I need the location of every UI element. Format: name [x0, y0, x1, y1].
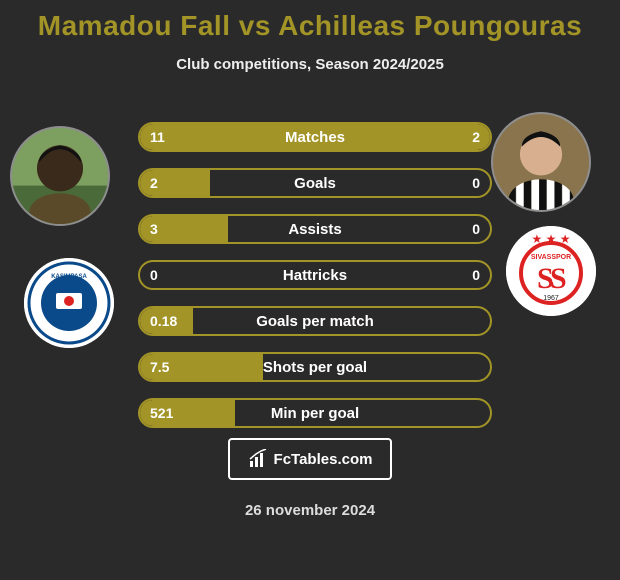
brand-badge: FcTables.com	[228, 438, 392, 480]
stat-row: 7.5Shots per goal	[138, 352, 492, 382]
stat-label: Assists	[200, 221, 430, 238]
stat-row: 521Min per goal	[138, 398, 492, 428]
club-right-year: 1967	[543, 295, 559, 302]
stat-value-left: 0	[140, 267, 200, 283]
stat-value-left: 7.5	[140, 359, 200, 375]
stat-label: Matches	[200, 129, 430, 146]
stat-value-right: 2	[430, 129, 490, 145]
club-left-name: KASIMPAŞA	[51, 274, 87, 280]
svg-text:S: S	[550, 262, 567, 295]
stat-value-right: 0	[430, 221, 490, 237]
player-left-avatar	[10, 126, 110, 226]
stat-label: Goals per match	[200, 313, 430, 330]
svg-text:★ ★ ★: ★ ★ ★	[532, 232, 571, 246]
stat-label: Shots per goal	[200, 359, 430, 376]
stat-value-left: 521	[140, 405, 200, 421]
stat-label: Min per goal	[200, 405, 430, 422]
stat-row: 3Assists0	[138, 214, 492, 244]
club-left-logo: KASIMPAŞA	[24, 258, 114, 348]
stat-row: 0Hattricks0	[138, 260, 492, 290]
stat-label: Hattricks	[200, 267, 430, 284]
brand-chart-icon	[248, 449, 268, 469]
player-right-avatar	[491, 112, 591, 212]
club-right-logo: ★ ★ ★ SIVASSPOR S S 1967	[506, 226, 596, 316]
stat-value-right: 0	[430, 175, 490, 191]
stat-value-right: 0	[430, 267, 490, 283]
stat-row: 2Goals0	[138, 168, 492, 198]
comparison-date: 26 november 2024	[0, 502, 620, 519]
stats-container: 11Matches22Goals03Assists00Hattricks00.1…	[138, 122, 492, 444]
stat-label: Goals	[200, 175, 430, 192]
comparison-subtitle: Club competitions, Season 2024/2025	[0, 56, 620, 73]
brand-label: FcTables.com	[274, 451, 373, 468]
club-right-name: SIVASSPOR	[531, 254, 571, 261]
stat-value-left: 3	[140, 221, 200, 237]
stat-value-left: 2	[140, 175, 200, 191]
stat-value-left: 11	[140, 129, 200, 145]
stat-row: 0.18Goals per match	[138, 306, 492, 336]
comparison-title: Mamadou Fall vs Achilleas Poungouras	[0, 0, 620, 42]
stat-value-left: 0.18	[140, 313, 200, 329]
stat-row: 11Matches2	[138, 122, 492, 152]
